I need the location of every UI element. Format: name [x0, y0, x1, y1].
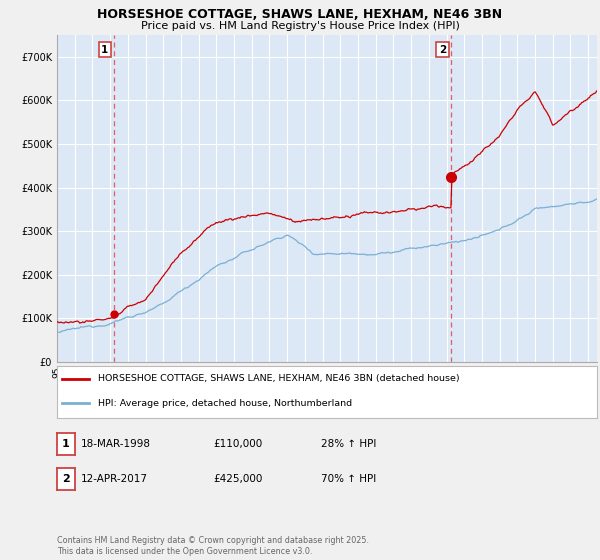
Text: 1: 1	[101, 45, 109, 55]
Text: 70% ↑ HPI: 70% ↑ HPI	[321, 474, 376, 484]
Text: HORSESHOE COTTAGE, SHAWS LANE, HEXHAM, NE46 3BN (detached house): HORSESHOE COTTAGE, SHAWS LANE, HEXHAM, N…	[97, 375, 459, 384]
Text: 2: 2	[62, 474, 70, 484]
Text: HPI: Average price, detached house, Northumberland: HPI: Average price, detached house, Nort…	[97, 399, 352, 408]
Text: £110,000: £110,000	[213, 439, 262, 449]
Text: 28% ↑ HPI: 28% ↑ HPI	[321, 439, 376, 449]
Text: HORSESHOE COTTAGE, SHAWS LANE, HEXHAM, NE46 3BN: HORSESHOE COTTAGE, SHAWS LANE, HEXHAM, N…	[97, 8, 503, 21]
Text: 1: 1	[62, 439, 70, 449]
Text: Contains HM Land Registry data © Crown copyright and database right 2025.
This d: Contains HM Land Registry data © Crown c…	[57, 536, 369, 556]
Text: 12-APR-2017: 12-APR-2017	[81, 474, 148, 484]
Text: 2: 2	[439, 45, 446, 55]
Text: Price paid vs. HM Land Registry's House Price Index (HPI): Price paid vs. HM Land Registry's House …	[140, 21, 460, 31]
Text: £425,000: £425,000	[213, 474, 262, 484]
Text: 18-MAR-1998: 18-MAR-1998	[81, 439, 151, 449]
